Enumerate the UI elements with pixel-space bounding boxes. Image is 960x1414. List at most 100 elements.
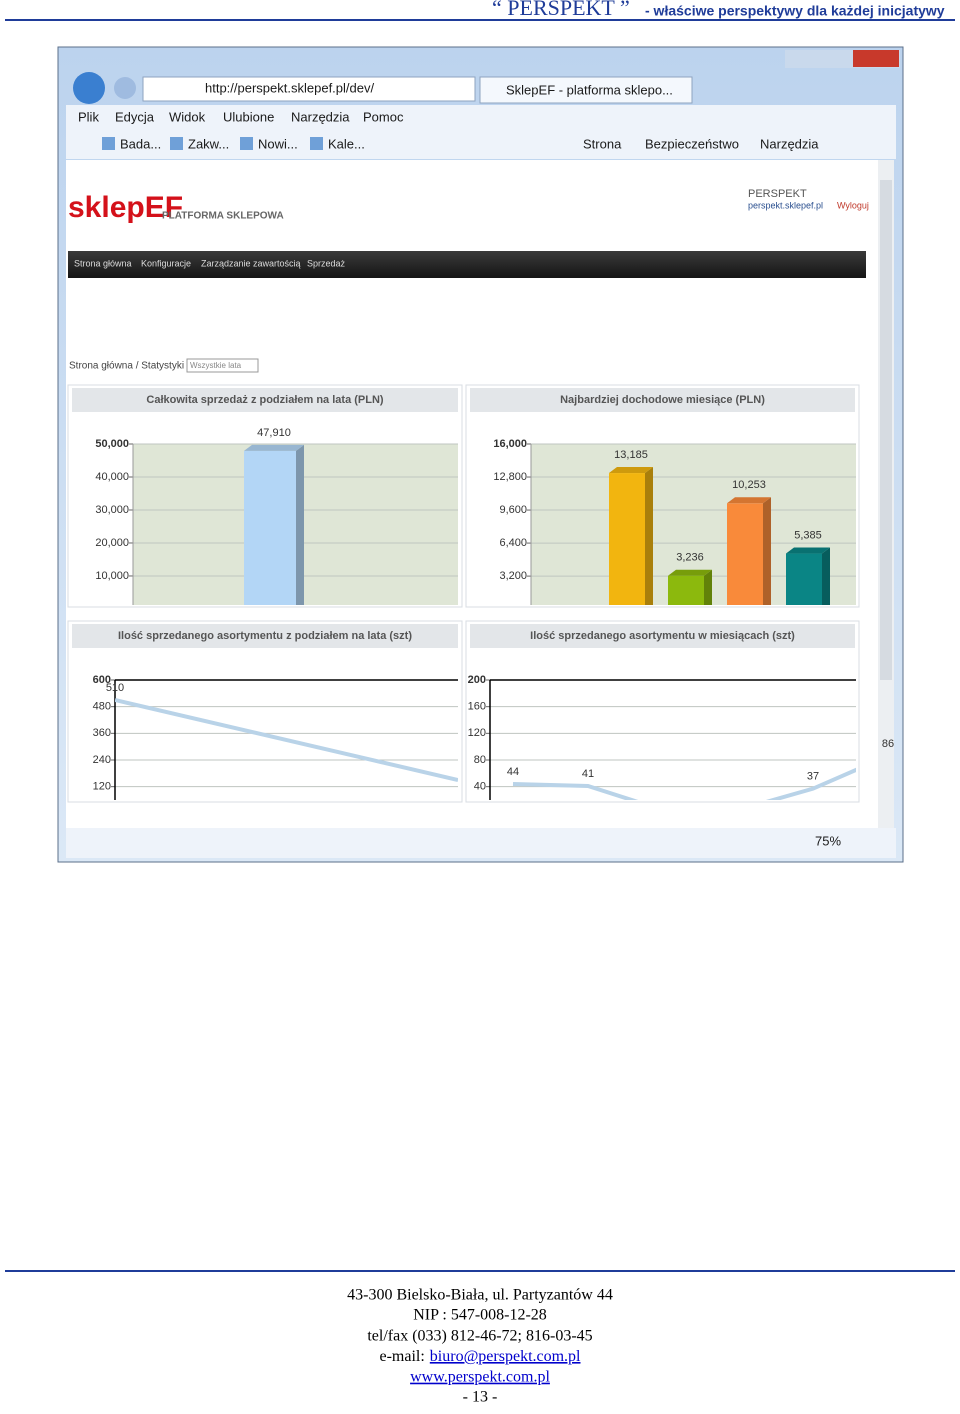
value-label: 47,910 xyxy=(257,427,291,439)
menu-item[interactable]: Narzędzia xyxy=(291,109,350,124)
command[interactable]: Narzędzia xyxy=(760,136,819,151)
favorite[interactable]: Kale... xyxy=(328,136,365,151)
filter-value: Wszystkie lata xyxy=(190,361,242,370)
bar-side xyxy=(296,444,304,605)
bar xyxy=(609,467,653,605)
favorite[interactable]: Zakw... xyxy=(188,136,229,151)
command-bar: Strona Bezpieczeństwo Narzędzia xyxy=(583,136,819,151)
back-button[interactable] xyxy=(73,72,105,104)
url: http://perspekt.sklepef.pl/dev/ xyxy=(205,80,374,95)
line-series xyxy=(115,698,458,782)
chart-title-bar xyxy=(470,388,855,412)
y-tick-label: 80 xyxy=(474,754,486,766)
y-tick-label: 10,000 xyxy=(95,570,129,582)
tab-title: SklepEF - platforma sklepo... xyxy=(506,82,673,97)
line-series xyxy=(512,767,856,800)
y-tick-label: 50,000 xyxy=(95,438,129,450)
bar xyxy=(727,497,771,605)
menu-item[interactable]: Ulubione xyxy=(223,109,274,124)
tagline: - właściwe perspektywy dla każdej inicja… xyxy=(645,3,945,19)
command[interactable]: Bezpieczeństwo xyxy=(645,136,739,151)
site-nav-items: Strona główna Konfiguracje Zarządzanie zaw… xyxy=(74,258,346,268)
bar-top xyxy=(727,497,771,504)
chart-title: Najbardziej dochodowe miesiące (PLN) xyxy=(560,394,765,406)
favorite-icon xyxy=(170,137,183,150)
zoom[interactable]: 75% xyxy=(815,833,841,848)
y-tick-label: 40 xyxy=(474,781,486,793)
chart-title: Całkowita sprzedaż z podziałem na lata (… xyxy=(146,394,383,406)
chart-title: Ilość sprzedanego asortymentu w miesiąca… xyxy=(530,630,795,642)
y-tick-label: 600 xyxy=(93,674,111,686)
y-tick-label: 9,600 xyxy=(499,504,527,516)
favorite-icon xyxy=(240,137,253,150)
nav-item[interactable]: Konfiguracje xyxy=(141,258,191,268)
y-tick-label: 6,400 xyxy=(499,537,527,549)
y-tick-label: 16,000 xyxy=(493,438,527,450)
header-rule xyxy=(5,19,955,21)
user-link[interactable]: perspekt.sklepef.pl xyxy=(748,200,823,210)
charts: Całkowita sprzedaż z podziałem na lata (… xyxy=(67,384,894,803)
menu-item[interactable]: Widok xyxy=(169,109,206,124)
email-label: e-mail: xyxy=(379,1348,424,1365)
scroll-thumb[interactable] xyxy=(880,180,892,680)
y-tick-label: 120 xyxy=(93,781,111,793)
bar-top xyxy=(609,467,653,474)
favorite[interactable]: Nowi... xyxy=(258,136,298,151)
menu-item[interactable]: Plik xyxy=(78,109,99,124)
bar xyxy=(668,569,712,605)
www-link[interactable]: www.perspekt.com.pl xyxy=(410,1369,550,1386)
bar-side xyxy=(704,569,712,605)
chart-title-bar xyxy=(72,624,458,648)
address: 43-300 Bielsko-Biała, ul. Partyzantów 44 xyxy=(347,1287,613,1304)
value-label: 5,385 xyxy=(794,529,822,541)
nav-item[interactable]: Strona główna xyxy=(74,258,132,268)
favorite-icon xyxy=(102,137,115,150)
bar-top xyxy=(786,547,830,554)
value-label: 37 xyxy=(807,771,819,783)
chart-title: Ilość sprzedanego asortymentu z podziałe… xyxy=(118,630,412,642)
forward-button[interactable] xyxy=(114,77,136,99)
breadcrumb: Strona główna / Statystyki xyxy=(69,361,184,372)
nav-item[interactable]: Sprzedaż xyxy=(307,258,346,268)
y-tick-label: 3,200 xyxy=(499,570,527,582)
menu-area xyxy=(66,105,896,159)
value-label: 510 xyxy=(106,682,124,694)
y-tick-label: 30,000 xyxy=(95,504,129,516)
value-label: 13,185 xyxy=(614,449,648,461)
nav-item[interactable]: Zarządzanie zawartością xyxy=(201,258,301,268)
value-label: 86 xyxy=(882,738,894,750)
close-button[interactable] xyxy=(853,50,899,67)
tab[interactable] xyxy=(479,76,693,104)
email-link[interactable]: biuro@perspekt.com.pl xyxy=(430,1348,581,1365)
command[interactable]: Strona xyxy=(583,136,622,151)
menu-item[interactable]: Pomoc xyxy=(363,109,404,124)
filter-select[interactable] xyxy=(186,358,259,373)
y-tick-label: 200 xyxy=(468,674,486,686)
address-bar[interactable] xyxy=(142,76,476,102)
value-label: 3,236 xyxy=(676,552,704,564)
site-nav xyxy=(68,251,866,278)
bar-side xyxy=(645,467,653,605)
bar xyxy=(786,547,830,605)
y-tick-label: 12,800 xyxy=(493,471,527,483)
phone: tel/fax (033) 812-46-72; 816-03-45 xyxy=(367,1328,592,1345)
favorite-icon xyxy=(310,137,323,150)
page-number: - 13 - xyxy=(463,1389,498,1406)
y-tick-label: 40,000 xyxy=(95,471,129,483)
menu-item[interactable]: Edycja xyxy=(115,109,155,124)
bar-side xyxy=(822,547,830,605)
bar-front xyxy=(244,450,296,605)
favorite[interactable]: Bada... xyxy=(120,136,161,151)
logo-sub: PLATFORMA SKLEPOWA xyxy=(162,211,284,222)
y-tick-label: 160 xyxy=(468,701,486,713)
y-tick-label: 120 xyxy=(468,727,486,739)
y-tick-label: 360 xyxy=(93,727,111,739)
bar-side xyxy=(763,497,771,605)
logout[interactable]: Wyloguj xyxy=(837,200,869,210)
nip: NIP : 547-008-12-28 xyxy=(413,1307,547,1324)
y-tick-label: 480 xyxy=(93,701,111,713)
chart-title-bar xyxy=(470,624,855,648)
bar-front xyxy=(786,553,822,605)
